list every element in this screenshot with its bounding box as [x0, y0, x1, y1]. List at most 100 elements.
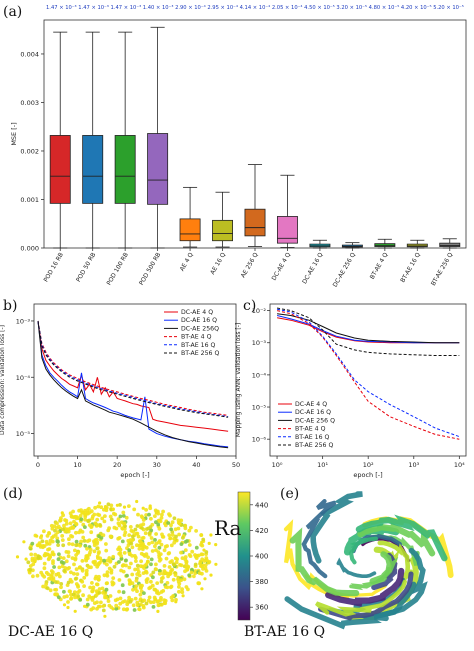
scatter-point: [127, 533, 132, 537]
top-annotation: 4.20 × 10⁻⁵: [401, 5, 433, 11]
scatter-point: [22, 540, 26, 544]
scatter-point: [165, 544, 170, 548]
scatter-point: [140, 515, 145, 520]
scatter-point: [187, 543, 192, 547]
scatter-point: [76, 590, 80, 595]
scatter-point: [28, 564, 33, 568]
scatter-point: [166, 571, 170, 576]
scatter-point: [88, 547, 93, 552]
scatter-point: [122, 521, 127, 526]
scatter-point: [66, 527, 71, 532]
scatter-point: [64, 550, 69, 554]
scatter-point: [76, 594, 80, 598]
scatter-point: [150, 583, 155, 588]
scatter-point: [141, 552, 146, 557]
scatter-point: [54, 526, 59, 530]
scatter-point: [35, 534, 39, 538]
scatter-point: [111, 576, 116, 580]
scatter-point: [151, 575, 155, 580]
scatter-point: [103, 514, 107, 518]
scatter-point: [182, 577, 187, 582]
scatter-point: [117, 536, 122, 540]
scatter-point: [137, 546, 142, 551]
scatter-point: [121, 569, 126, 574]
x-tick-label: AE 16 Q: [209, 251, 227, 276]
scatter-point: [200, 543, 205, 548]
box: [114, 135, 136, 204]
scatter-point: [149, 516, 153, 521]
scatter-point: [171, 594, 176, 598]
scatter-point: [102, 519, 107, 524]
scatter-point: [199, 533, 204, 537]
scatter-point: [60, 511, 64, 515]
scatter-point: [64, 521, 69, 526]
scatter-point: [152, 595, 157, 600]
top-annotations: 1.47 × 10⁻³ 1.47 × 10⁻³ 1.47 × 10⁻³ 1.40…: [46, 5, 464, 11]
scatter-point: [135, 531, 140, 536]
scatter-point: [85, 539, 90, 543]
scatter-point: [167, 533, 172, 537]
scatter-point: [74, 516, 79, 521]
scatter-point: [203, 577, 207, 581]
scatter-point: [149, 528, 154, 533]
scatter-point: [209, 533, 213, 537]
scatter-point: [151, 570, 156, 575]
scatter-point: [136, 512, 140, 517]
x-tick-label: 10: [73, 461, 81, 469]
scatter-point: [51, 578, 56, 582]
scatter-point: [39, 570, 44, 575]
scatter-point: [150, 540, 155, 545]
scatter-point: [79, 517, 84, 522]
scatter-point: [164, 556, 169, 561]
scatter-point: [68, 521, 73, 526]
scatter-point: [114, 603, 119, 608]
scatter-point: [15, 555, 20, 559]
x-tick-label: POD 16 RB: [43, 252, 65, 284]
scatter-point: [171, 577, 176, 582]
scatter-point: [50, 526, 55, 531]
scatter-point: [74, 530, 78, 535]
scatter-point: [179, 542, 184, 546]
top-annotation: 1.47 × 10⁻³: [111, 5, 143, 11]
series-line: [277, 317, 460, 344]
scatter-point: [128, 599, 133, 604]
scatter-point: [73, 548, 77, 553]
series-line: [276, 315, 460, 344]
scatter-point: [184, 562, 189, 567]
x-tick-label: 10²: [363, 461, 374, 469]
swirl-band: [369, 551, 399, 585]
box: [212, 219, 234, 242]
colorbar-bar: [237, 491, 251, 621]
scatter-point: [189, 525, 193, 530]
scatter-point: [95, 606, 99, 611]
scatter-point: [159, 516, 164, 520]
scatter-point: [91, 585, 96, 590]
scatter-point: [69, 514, 74, 518]
scatter-point: [157, 568, 162, 573]
legend-label: BT-AE 4 Q: [295, 426, 326, 433]
scatter-point: [183, 540, 188, 544]
scatter-point: [174, 560, 179, 565]
scatter-point: [203, 563, 208, 567]
scatter-point: [153, 538, 157, 542]
scatter-point: [139, 540, 144, 545]
scatter-point: [40, 539, 45, 544]
scatter-point: [42, 561, 47, 566]
scatter-point: [130, 534, 135, 539]
scatter-point: [169, 543, 174, 548]
scatter-point: [172, 516, 177, 521]
scatter-point: [202, 548, 206, 552]
scatter-point: [74, 539, 79, 544]
legend-label: BT-AE 16 Q: [295, 434, 330, 441]
scatter-point: [97, 587, 102, 591]
y-tick-label: 0.004: [20, 50, 39, 58]
scatter-point: [176, 520, 181, 525]
box: [439, 242, 461, 247]
scatter-point: [155, 589, 160, 594]
x-tick-label: 30: [153, 461, 161, 469]
scatter-point: [169, 527, 174, 532]
scatter-point: [149, 536, 154, 540]
x-tick-label: 10³: [408, 461, 419, 469]
scatter-point: [104, 548, 109, 553]
scatter-point: [69, 592, 73, 597]
